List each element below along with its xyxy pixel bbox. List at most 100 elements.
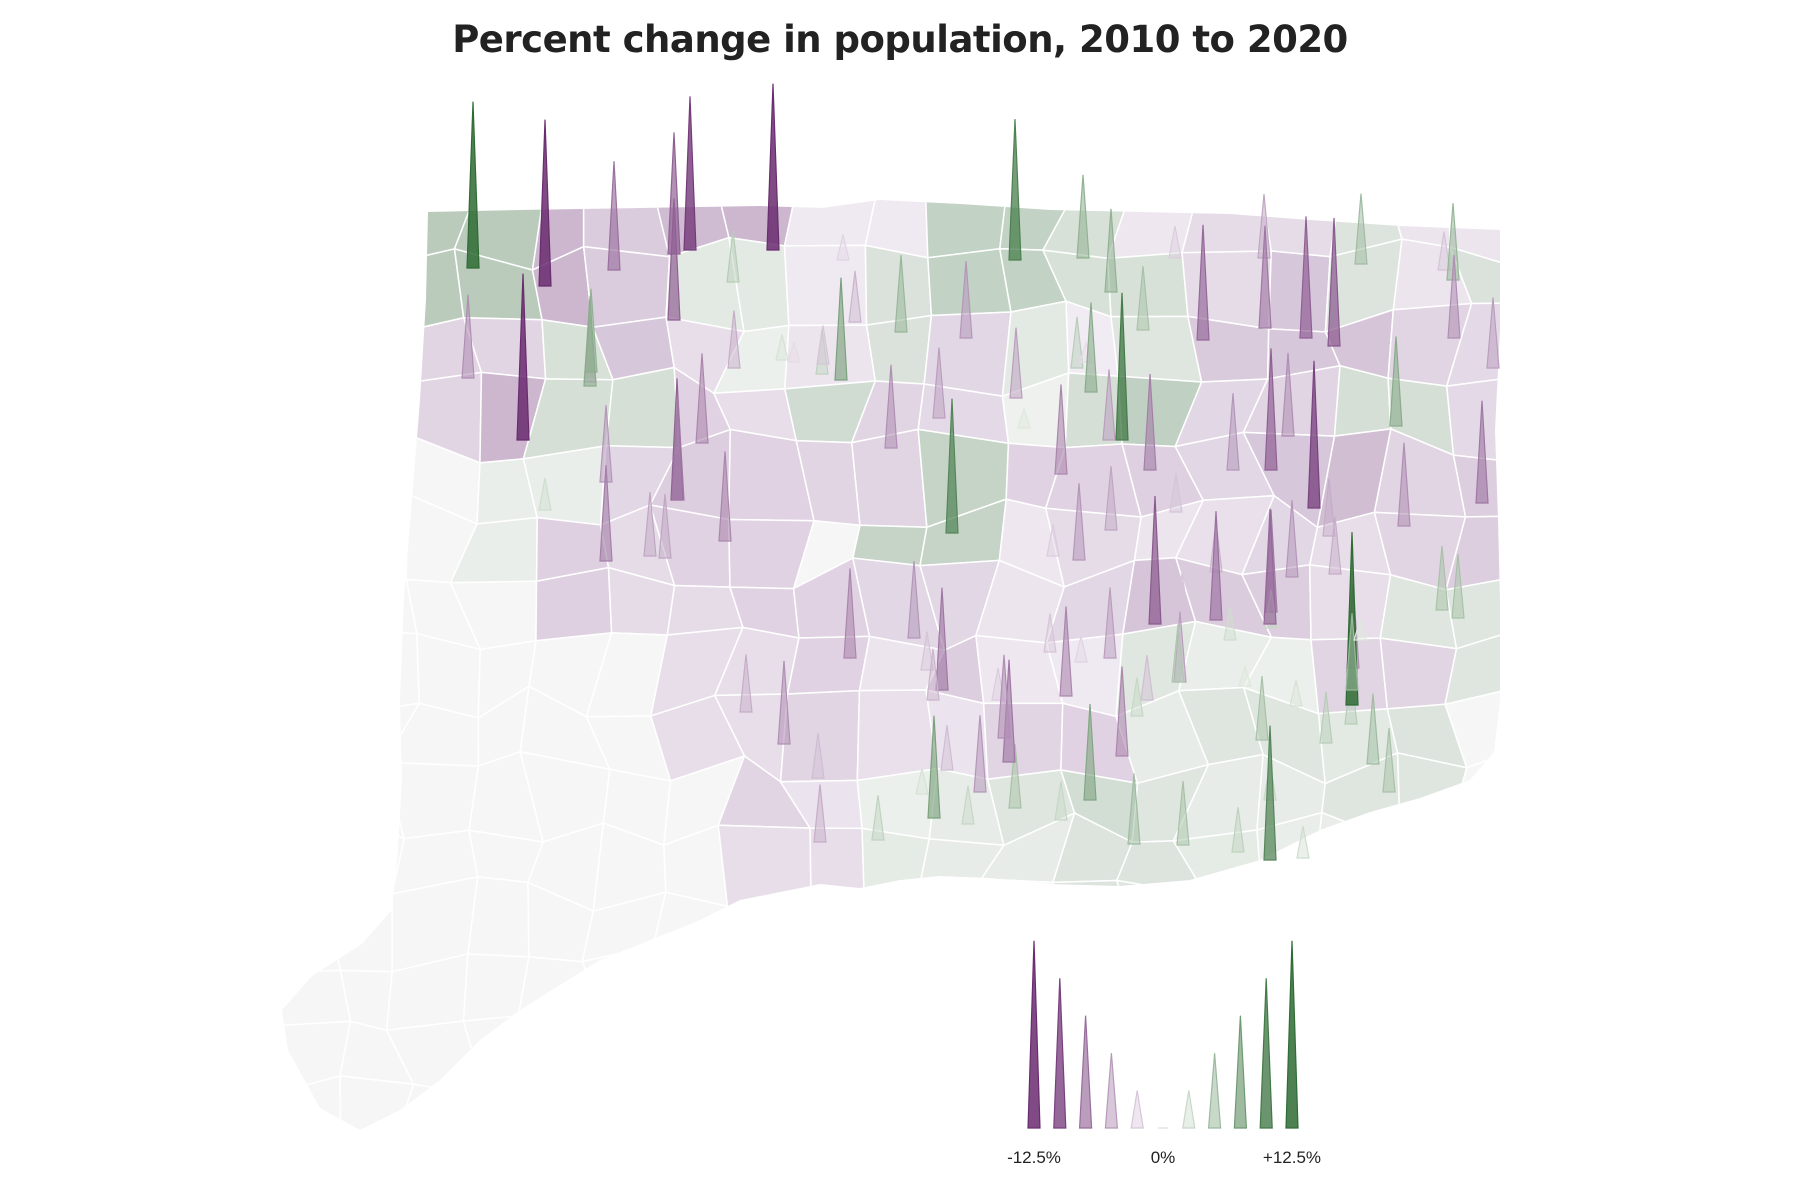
town-spike [1148, 495, 1162, 625]
town-area [383, 761, 480, 840]
town-spike [884, 364, 898, 449]
town-spike [894, 255, 908, 333]
legend-spike [1104, 1053, 1119, 1129]
town-spike [843, 568, 857, 659]
town-spike [1307, 360, 1321, 509]
town-area [1444, 685, 1500, 769]
town-spike [1136, 265, 1150, 331]
town-area [282, 1074, 342, 1130]
town-area [282, 369, 345, 452]
town-area [933, 952, 1009, 1033]
town-area [535, 566, 613, 642]
town-spike [1258, 225, 1272, 329]
town-area [856, 767, 939, 840]
town-spike [1175, 573, 1189, 613]
town-spike [920, 631, 934, 671]
town-spike [787, 340, 801, 363]
town-area [1069, 950, 1138, 1032]
legend-label-zero: 0% [1151, 1148, 1176, 1167]
town-area [282, 702, 336, 774]
town-area [1391, 1087, 1456, 1130]
town-area [517, 956, 610, 1028]
town-spike [695, 353, 709, 444]
town-spike [1226, 393, 1240, 471]
town-area [779, 1008, 862, 1092]
town-spike [1354, 193, 1368, 265]
town-area [282, 623, 333, 718]
town-area [327, 427, 408, 496]
town-area [855, 884, 936, 974]
town-spike [1076, 174, 1090, 259]
town-spike [1115, 292, 1129, 441]
town-area [1267, 250, 1331, 333]
town-spike [1046, 523, 1060, 557]
map-title: Percent change in population, 2010 to 20… [452, 18, 1348, 61]
town-spike [945, 398, 959, 534]
town-area [333, 761, 406, 841]
town-area [938, 1095, 991, 1130]
town-area [282, 969, 352, 1027]
town-spike [1102, 369, 1116, 441]
town-spike [1043, 613, 1057, 653]
town-area [779, 1069, 854, 1130]
town-spike [1389, 336, 1403, 427]
town-area [1107, 1083, 1192, 1130]
town-area [282, 567, 353, 630]
state-outline [282, 200, 1500, 1130]
town-spike [658, 493, 672, 559]
town-spike [1130, 677, 1144, 717]
town-area [856, 689, 939, 782]
town-area [855, 967, 944, 1035]
town-spike [726, 230, 740, 283]
town-spike [1231, 807, 1245, 853]
town-area [1379, 637, 1458, 710]
town-area [1107, 251, 1189, 318]
town-spike [959, 261, 973, 339]
legend: -12.5% 0% +12.5% [1007, 940, 1321, 1167]
town-spike [1209, 511, 1223, 621]
town-spike [1285, 500, 1299, 578]
town-area [1441, 1088, 1500, 1130]
town-area [1396, 752, 1468, 845]
town-spike [1072, 483, 1086, 561]
town-spike [775, 334, 789, 361]
town-spike [538, 477, 552, 511]
town-area [282, 900, 342, 973]
town-spike [683, 96, 697, 251]
town-spike [1327, 217, 1341, 347]
town-spike [997, 654, 1011, 739]
town-spike [1353, 618, 1367, 641]
town-area [462, 953, 530, 1022]
town-spike [836, 234, 850, 261]
town-area [1106, 941, 1189, 1040]
legend-label-min: -12.5% [1007, 1148, 1061, 1167]
town-area [1052, 879, 1138, 962]
town-area [1445, 302, 1500, 387]
legend-spike [1233, 1015, 1248, 1129]
legend-spike [1130, 1090, 1144, 1129]
town-area [605, 366, 680, 449]
town-area [329, 568, 418, 635]
town-spike [1435, 545, 1449, 611]
town-spike [461, 294, 475, 379]
town-area [323, 237, 408, 333]
town-spike [1328, 516, 1342, 575]
town-spike [1223, 607, 1237, 641]
town-area [337, 369, 395, 452]
town-area [980, 878, 1071, 962]
town-spike [1322, 478, 1336, 537]
town-area [985, 1076, 1064, 1130]
town-area [720, 1069, 801, 1130]
town-area [1444, 515, 1500, 591]
town-area [325, 812, 405, 904]
town-spike [583, 296, 597, 387]
town-area [339, 1075, 415, 1130]
town-area [1306, 1068, 1399, 1130]
town-spike [816, 325, 830, 365]
town-spike [1447, 254, 1461, 339]
town-spike [848, 270, 862, 323]
town-spike [538, 119, 552, 287]
town-spike [1397, 442, 1411, 527]
town-spike [1296, 825, 1310, 859]
